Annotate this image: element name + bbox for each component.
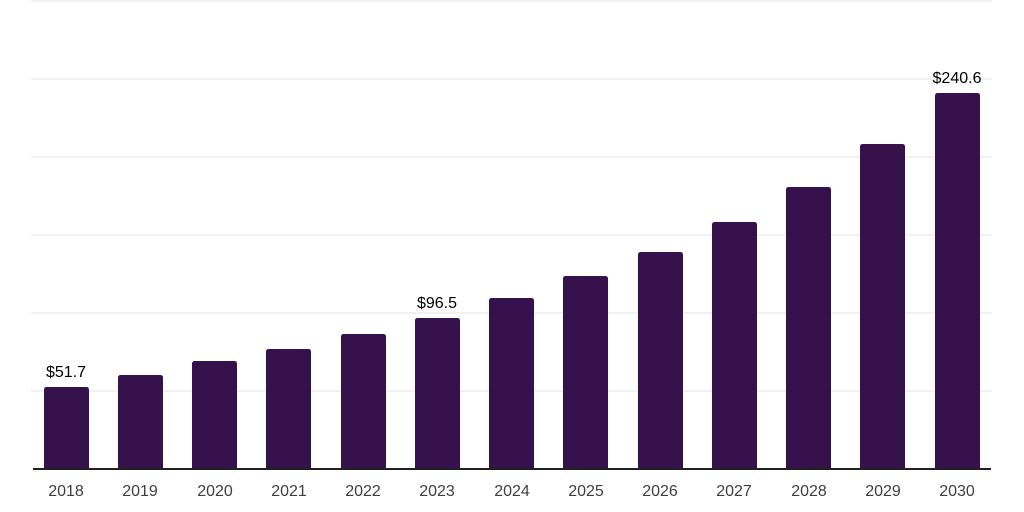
x-tick-label: 2021 <box>271 483 307 500</box>
x-tick-label: 2027 <box>716 483 752 500</box>
bar-2018 <box>44 387 89 470</box>
x-tick-label: 2020 <box>197 483 233 500</box>
bar-2026 <box>638 252 683 470</box>
value-label: $96.5 <box>416 295 458 312</box>
x-tick-label: 2025 <box>568 483 604 500</box>
bar-2025 <box>563 276 608 470</box>
x-tick-label: 2029 <box>865 483 901 500</box>
x-tick-label: 2022 <box>345 483 381 500</box>
x-tick-label: 2018 <box>48 483 84 500</box>
gridline <box>31 0 992 2</box>
bar-2029 <box>860 144 905 470</box>
gridline <box>31 78 992 80</box>
bar-2030 <box>935 93 980 470</box>
x-tick-label: 2024 <box>494 483 530 500</box>
x-axis-line <box>33 468 991 470</box>
x-tick-label: 2028 <box>791 483 827 500</box>
bar-2021 <box>266 349 311 470</box>
x-tick-label: 2019 <box>122 483 158 500</box>
bar-2027 <box>712 222 757 470</box>
bar-2023 <box>415 318 460 470</box>
bar-2022 <box>341 334 386 470</box>
value-label: $51.7 <box>45 364 87 381</box>
value-label: $240.6 <box>932 70 982 87</box>
bar-2024 <box>489 298 534 470</box>
bar-2020 <box>192 361 237 470</box>
x-tick-label: 2023 <box>419 483 455 500</box>
gridline <box>31 156 992 158</box>
gridline <box>31 234 992 236</box>
x-tick-label: 2030 <box>939 483 975 500</box>
x-tick-label: 2026 <box>642 483 678 500</box>
bar-2028 <box>786 187 831 470</box>
bar-2019 <box>118 375 163 470</box>
